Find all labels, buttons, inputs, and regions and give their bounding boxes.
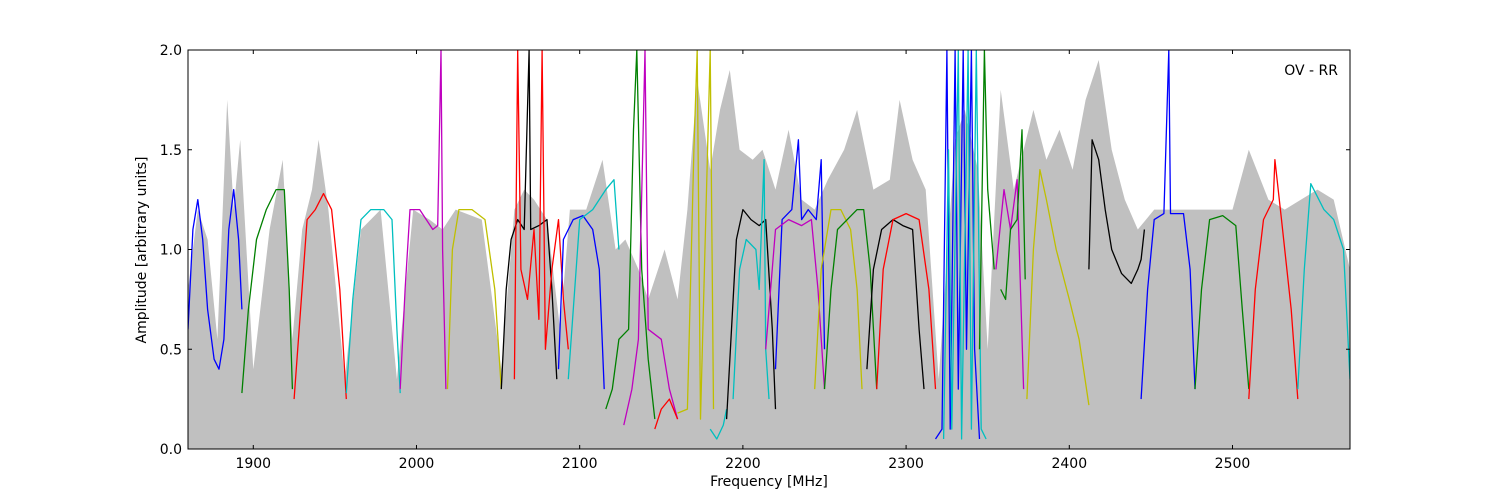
- y-tick-label: 1.5: [160, 143, 182, 159]
- series-line-12: [654, 398, 679, 430]
- y-tick-label: 2.0: [160, 43, 182, 59]
- x-tick-label: 2200: [725, 456, 761, 472]
- y-tick-label: 0.5: [160, 342, 182, 358]
- x-tick-label: 1900: [235, 456, 271, 472]
- series-line-30: [1140, 50, 1196, 400]
- y-tick-label: 0.0: [160, 442, 182, 458]
- series-line-7: [513, 50, 569, 380]
- series-line-5: [446, 208, 502, 390]
- x-tick-label: 2500: [1215, 456, 1251, 472]
- series-line-24: [942, 50, 987, 440]
- series-line-18: [765, 218, 826, 390]
- series-line-6: [500, 50, 558, 390]
- y-axis-label: Amplitude [arbitrary units]: [134, 157, 150, 344]
- plot-area: [188, 50, 1350, 449]
- series-line-25: [978, 50, 995, 350]
- series-line-14: [709, 408, 728, 440]
- x-tick-label: 2400: [1051, 456, 1087, 472]
- series-line-3: [345, 208, 401, 394]
- series-line-19: [814, 208, 863, 390]
- series-line-8: [557, 214, 605, 390]
- series-line-20: [823, 208, 878, 390]
- background-envelope: [188, 60, 1350, 449]
- series-line-16: [732, 159, 770, 400]
- series-line-1: [241, 188, 294, 394]
- series-line-11: [623, 50, 679, 426]
- series-line-22: [876, 212, 937, 390]
- series-line-0: [188, 188, 243, 370]
- series-line-32: [1248, 159, 1299, 400]
- series-line-9: [567, 179, 620, 380]
- x-tick-label: 2000: [399, 456, 435, 472]
- series-line-29: [1088, 139, 1146, 285]
- x-tick-label: 2100: [562, 456, 598, 472]
- axis-ticks: 1900 2000 2100 2200 2300 2400 2500 0.0 0.5 1.0 1.5…: [160, 43, 1350, 472]
- series-line-27: [1000, 129, 1026, 301]
- series-line-21: [866, 218, 925, 390]
- series-line-28: [1026, 169, 1090, 406]
- series-line-13: [677, 50, 715, 420]
- series-line-17: [774, 139, 826, 370]
- x-axis-label: Frequency [MHz]: [710, 474, 828, 490]
- series-line-10: [605, 50, 656, 420]
- x-tick-label: 2300: [888, 456, 924, 472]
- series-line-33: [1297, 183, 1350, 390]
- series-line-4: [399, 50, 447, 390]
- series-line-31: [1194, 214, 1250, 390]
- series-line-2: [293, 192, 347, 400]
- y-tick-label: 1.0: [160, 243, 182, 259]
- series-annotation: OV - RR: [1284, 63, 1338, 79]
- series-line-23: [934, 50, 981, 440]
